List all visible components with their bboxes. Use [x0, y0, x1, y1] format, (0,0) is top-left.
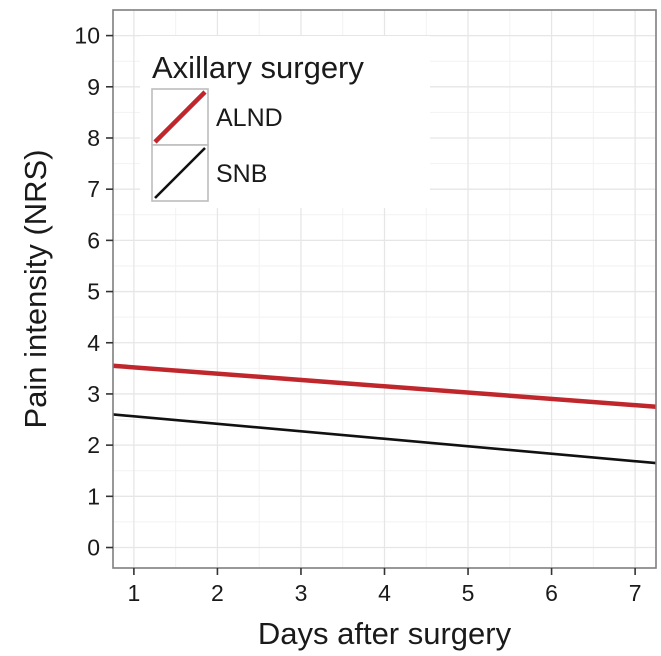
legend-key-line — [153, 90, 207, 144]
y-tick-label: 0 — [87, 535, 100, 561]
x-tick-label: 7 — [629, 580, 642, 606]
x-tick-label: 4 — [378, 580, 391, 606]
y-tick-label: 3 — [87, 381, 100, 407]
series-line-alnd — [112, 363, 657, 409]
y-tick-label: 1 — [87, 483, 100, 509]
series-line-snb — [112, 413, 657, 465]
x-tick-label: 6 — [545, 580, 558, 606]
y-tick-label: 7 — [87, 176, 100, 202]
legend: Axillary surgery ALND SNB — [140, 36, 430, 208]
x-tick-label: 3 — [295, 580, 308, 606]
x-tick-label: 2 — [211, 580, 224, 606]
x-axis-title: Days after surgery — [258, 616, 512, 651]
legend-title: Axillary surgery — [152, 50, 364, 85]
y-tick-label: 8 — [87, 125, 100, 151]
legend-items: ALND SNB — [151, 88, 283, 202]
y-tick-label: 6 — [87, 227, 100, 253]
y-axis-title: Pain intensity (NRS) — [18, 149, 53, 428]
legend-label-alnd: ALND — [216, 104, 283, 132]
x-axis: 1 2 3 4 5 6 7 — [127, 568, 642, 606]
y-tick-label: 4 — [87, 330, 100, 356]
y-axis: 0 1 2 3 4 5 6 7 8 9 10 — [74, 23, 113, 561]
y-tick-label: 9 — [87, 74, 100, 100]
y-tick-label: 2 — [87, 432, 100, 458]
legend-key-line — [154, 147, 206, 199]
series-lines — [112, 363, 657, 465]
x-tick-label: 5 — [462, 580, 475, 606]
y-tick-label: 10 — [74, 23, 100, 49]
legend-label-snb: SNB — [216, 160, 267, 188]
y-tick-label: 5 — [87, 279, 100, 305]
x-tick-label: 1 — [127, 580, 140, 606]
